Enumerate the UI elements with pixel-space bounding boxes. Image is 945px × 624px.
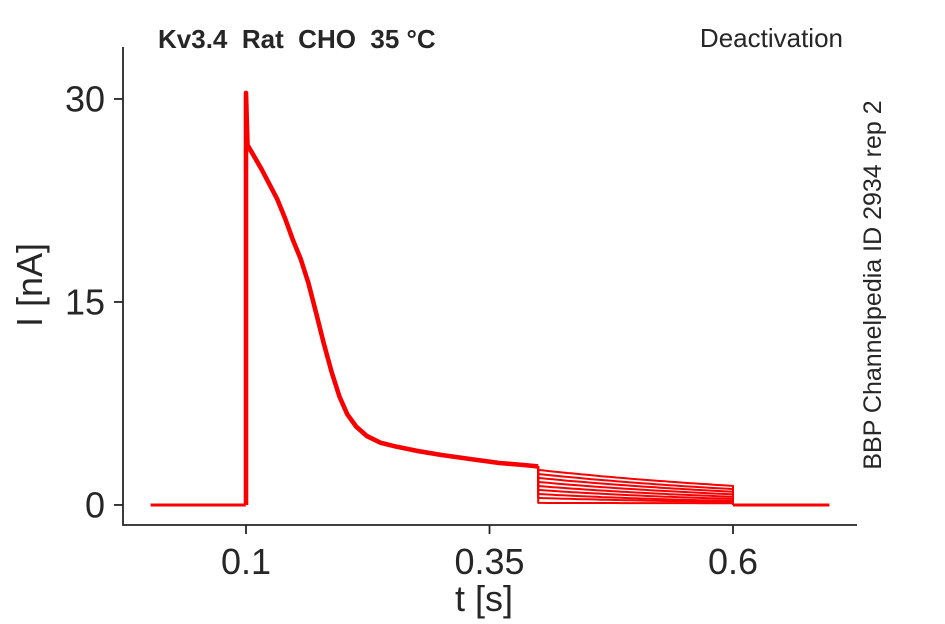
trace-tail-sweep [537,466,734,505]
trace-tail-sweep [537,466,734,505]
trace-tail-sweep [537,466,734,505]
x-tick-label: 0.35 [454,541,524,582]
current-traces [150,90,830,507]
trace-tail-sweep [537,466,734,505]
x-tick-label: 0.6 [708,541,758,582]
source-watermark: BBP Channelpedia ID 2934 rep 2 [859,100,887,469]
trace-tail-sweep [537,466,734,505]
trace-tail-sweep [537,466,734,505]
axes: 0 15 30 0.1 0.35 0.6 [65,47,857,582]
trace-pulse-response [243,90,539,505]
y-tick-label: 0 [85,484,105,525]
protocol-label: Deactivation [700,23,843,53]
x-tick-label: 0.1 [221,541,271,582]
trace-tail-sweep [537,466,734,505]
trace-tail-sweep [537,466,734,505]
x-axis-label: t [s] [455,578,513,619]
y-axis-label: I [nA] [9,243,50,327]
plot-title: Kv3.4 Rat CHO 35 °C [158,24,436,54]
y-tick-label: 15 [65,281,105,322]
axis-spines [122,47,857,526]
y-tick-label: 30 [65,78,105,119]
trace-tail-sweep [537,466,734,505]
